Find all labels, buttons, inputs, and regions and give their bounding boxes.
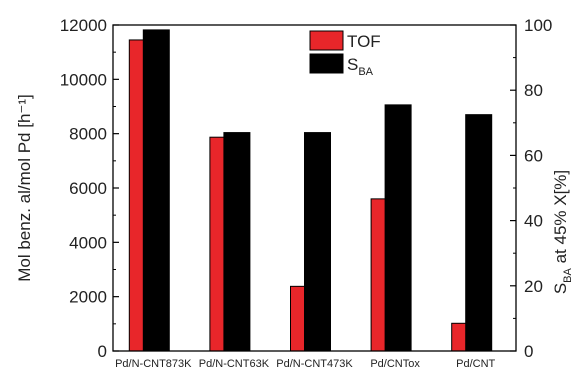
- right-axis-ticks: 0 20 40 60 80 100: [510, 16, 552, 361]
- left-axis-title: Mol benz. al/mol Pd [h⁻¹]: [15, 94, 34, 282]
- left-tick-label-3: 6000: [69, 179, 107, 198]
- category-label-4: Pd/CNT: [456, 358, 495, 370]
- legend-label-sba-sub: BA: [358, 66, 373, 78]
- right-axis-title-sub: BA: [562, 267, 574, 282]
- right-tick-label-0: 0: [524, 342, 533, 361]
- left-tick-label-0: 0: [98, 342, 107, 361]
- left-axis-ticks: 0 2000 4000 6000 8000 10000 12000: [60, 16, 119, 361]
- right-tick-label-4: 80: [524, 81, 543, 100]
- legend-swatch-tof: [309, 30, 344, 51]
- right-axis-title: SBA at 45% X[%]: [551, 170, 574, 294]
- category-label-1: Pd/N-CNT63K: [199, 358, 270, 370]
- legend-label-sba-main: S: [347, 55, 358, 74]
- right-axis-title-rest: at 45% X[%]: [551, 170, 570, 268]
- category-label-3: Pd/CNTox: [370, 358, 420, 370]
- left-tick-label-1: 2000: [69, 288, 107, 307]
- right-axis-title-main: S: [551, 283, 570, 294]
- bar-sba-2: [304, 132, 331, 352]
- category-label-0: Pd/N-CNT873K: [115, 358, 192, 370]
- right-tick-label-5: 100: [524, 16, 552, 35]
- right-tick-label-3: 60: [524, 146, 543, 165]
- legend-swatch-sba: [309, 53, 344, 74]
- bar-sba-4: [465, 114, 493, 352]
- left-tick-label-6: 12000: [60, 16, 107, 35]
- legend: TOF SBA: [309, 30, 381, 78]
- right-tick-label-1: 20: [524, 277, 543, 296]
- bars-layer: [128, 29, 493, 352]
- legend-label-sba: SBA: [347, 55, 374, 78]
- left-tick-label-2: 4000: [69, 233, 107, 252]
- bar-sba-3: [384, 104, 412, 352]
- left-tick-label-4: 8000: [69, 125, 107, 144]
- category-label-2: Pd/N-CNT473K: [276, 358, 353, 370]
- left-tick-label-5: 10000: [60, 70, 107, 89]
- right-tick-label-2: 40: [524, 212, 543, 231]
- legend-label-tof: TOF: [347, 32, 381, 51]
- bar-sba-1: [223, 132, 251, 352]
- bar-sba-0: [142, 29, 170, 352]
- category-labels: Pd/N-CNT873K Pd/N-CNT63K Pd/N-CNT473K Pd/CN…: [115, 346, 496, 370]
